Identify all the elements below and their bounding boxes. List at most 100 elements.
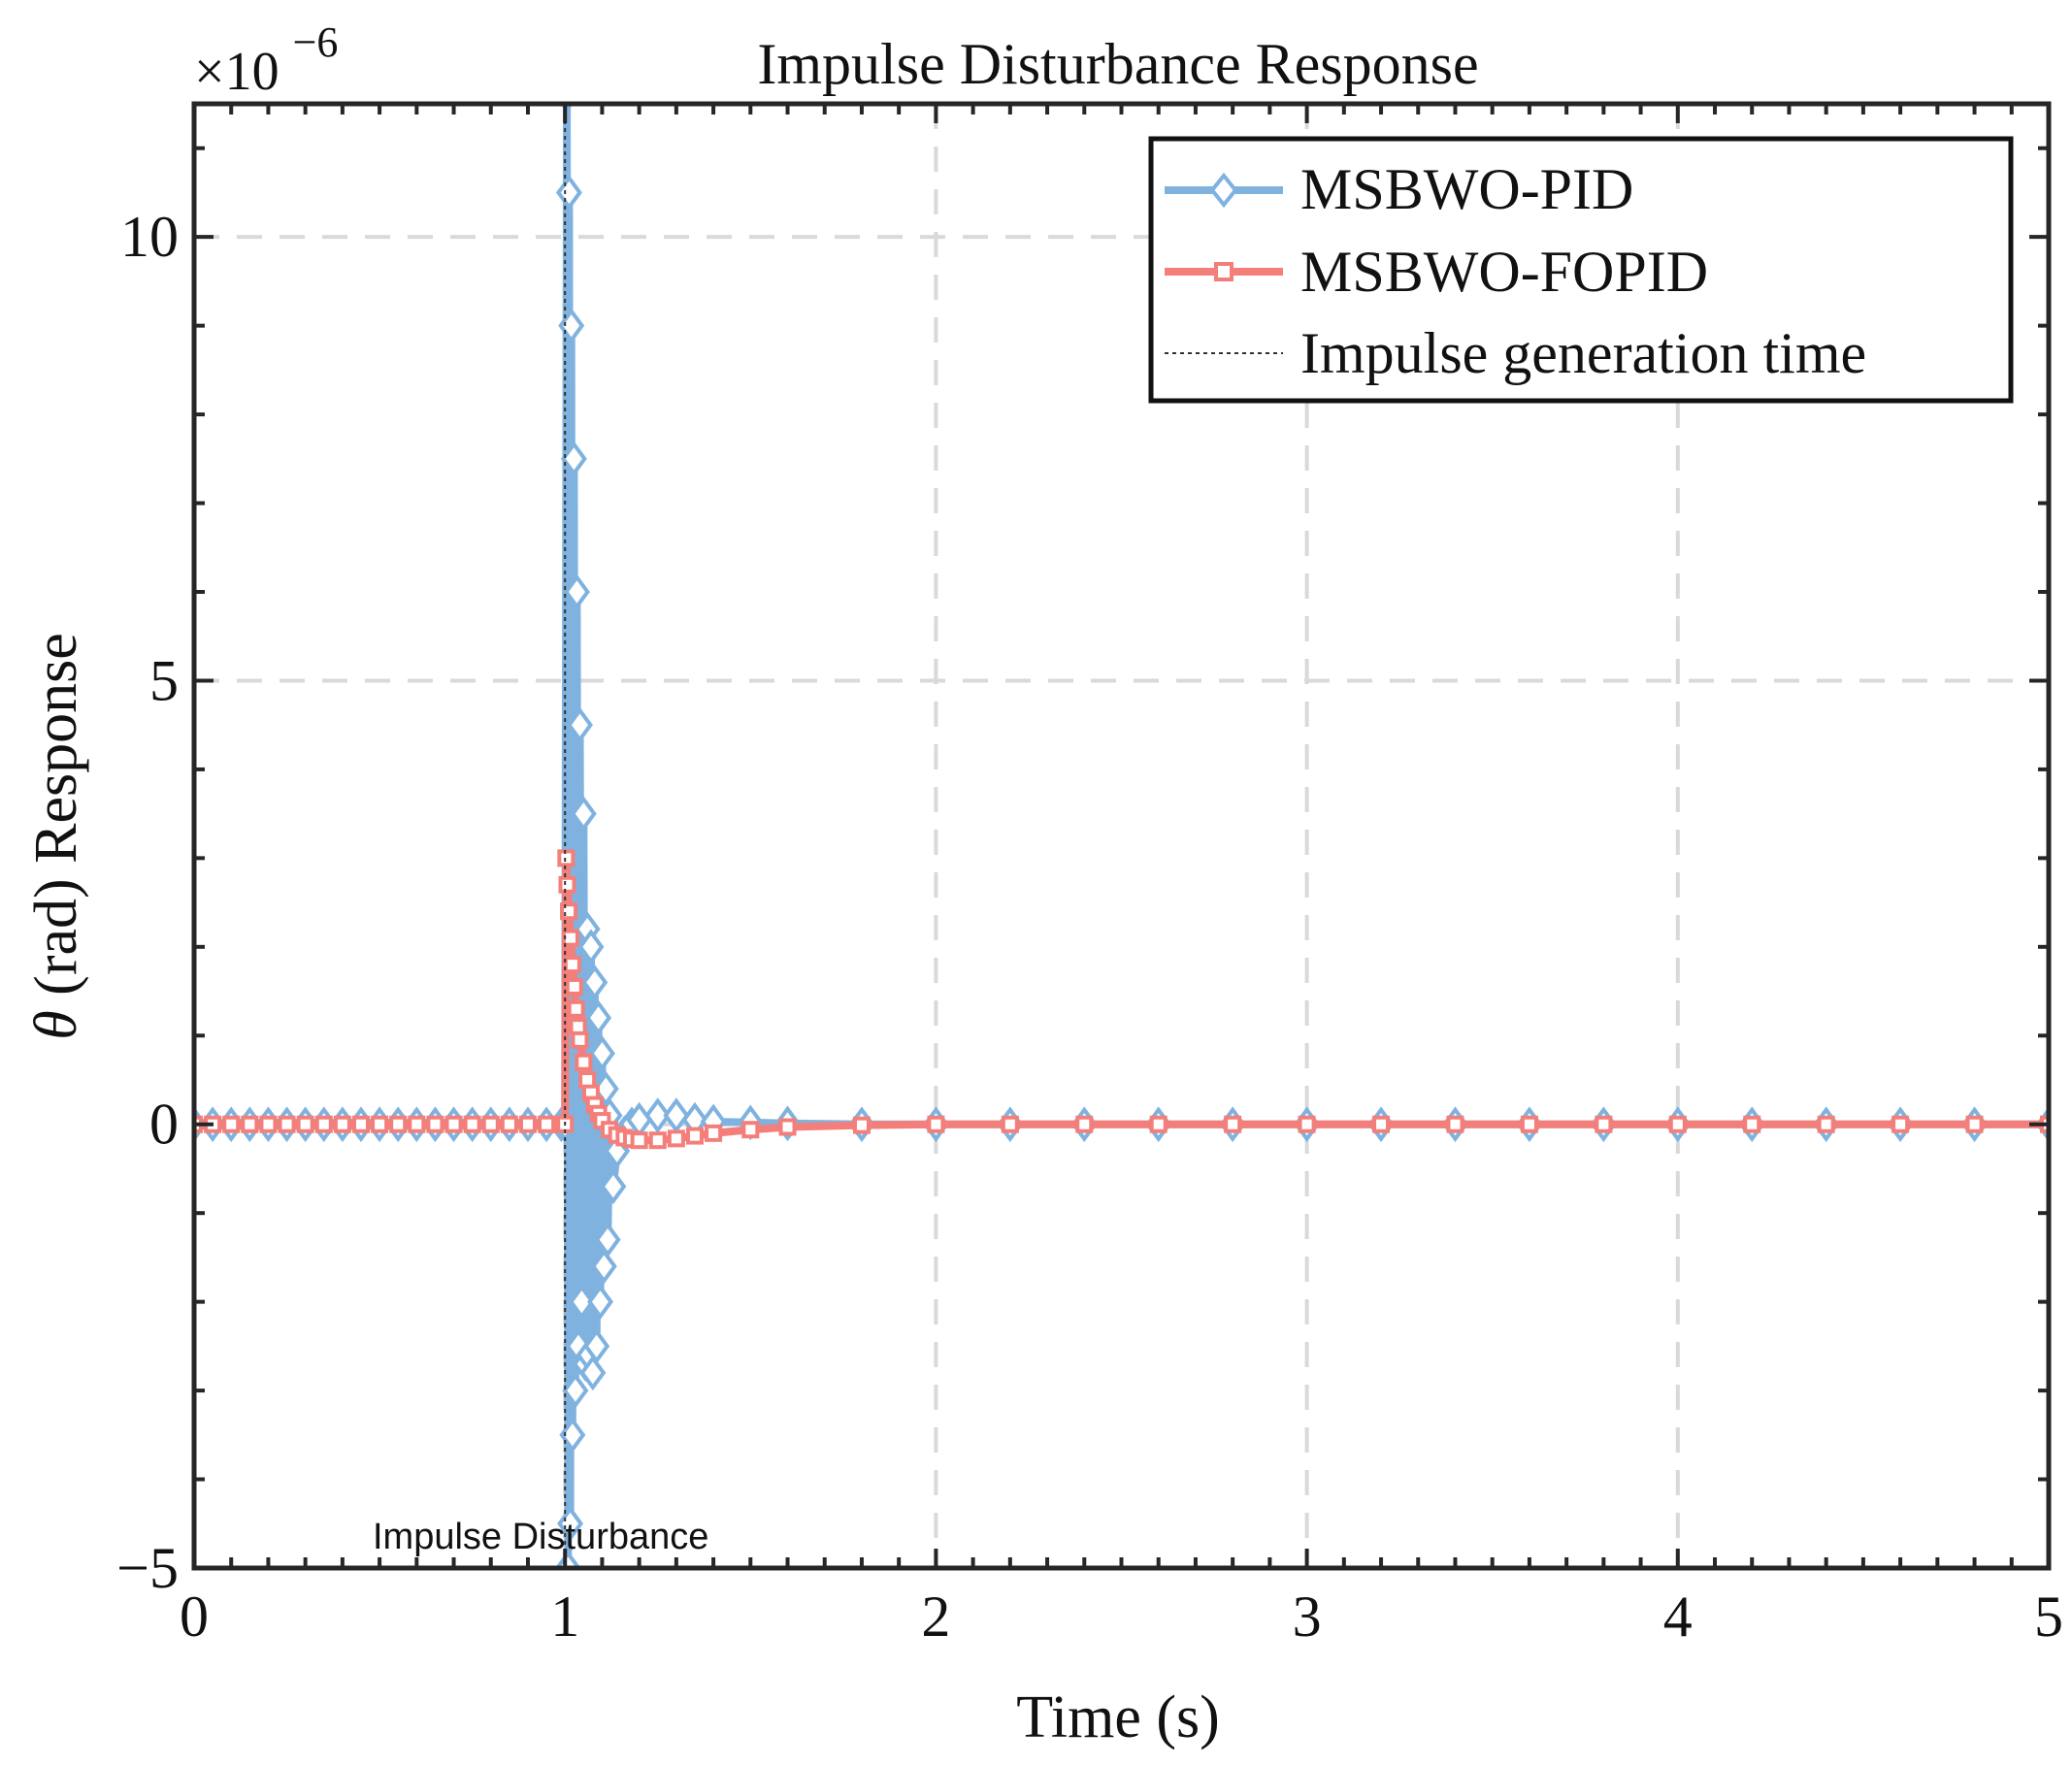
data-point <box>583 1327 610 1364</box>
data-point <box>575 1053 593 1071</box>
data-point <box>581 964 608 1000</box>
data-point <box>587 1284 613 1321</box>
series-layer <box>194 104 2049 1568</box>
y-exponent-label: ×10 −6 <box>194 18 338 102</box>
data-point <box>558 875 576 894</box>
data-point <box>1298 1115 1316 1133</box>
data-point <box>568 1284 595 1321</box>
data-point <box>600 1168 627 1205</box>
data-point <box>563 573 590 610</box>
data-point <box>561 929 579 947</box>
data-point <box>559 1417 586 1454</box>
legend-label-impulse: Impulse generation time <box>1300 321 1866 385</box>
data-point <box>538 1115 556 1133</box>
x-axis-label: Time (s) <box>1016 1684 1220 1750</box>
x-tick-label: 2 <box>921 1585 950 1649</box>
data-point <box>588 1035 615 1071</box>
data-point <box>481 1115 500 1133</box>
x-tick-label: 5 <box>2034 1585 2063 1649</box>
legend-item-pid: MSBWO-PID <box>1165 157 1633 221</box>
y-exponent-power: −6 <box>293 18 339 66</box>
data-point <box>1817 1115 1835 1133</box>
data-point <box>1743 1115 1761 1133</box>
data-point <box>463 1115 481 1133</box>
data-point <box>644 1097 672 1133</box>
legend-item-fopid: MSBWO-FOPID <box>1165 240 1708 304</box>
data-point <box>852 1116 871 1134</box>
data-point <box>444 1115 463 1133</box>
legend-box <box>1148 136 2014 404</box>
data-point <box>590 1248 617 1285</box>
data-point <box>1075 1115 1094 1133</box>
y-tick-label: 5 <box>149 648 179 712</box>
y-exponent-base: ×10 <box>194 42 280 102</box>
x-tick-label: 1 <box>550 1585 579 1649</box>
data-point <box>570 796 597 833</box>
data-point <box>1668 1115 1687 1133</box>
data-point <box>560 902 578 921</box>
data-point <box>371 1115 389 1133</box>
y-axis-label-text: (rad) Response <box>23 633 89 1010</box>
data-point <box>518 1115 537 1133</box>
y-axis-label-symbol: θ <box>23 1010 89 1039</box>
legend-item-impulse: Impulse generation time <box>1165 321 1866 385</box>
data-point <box>241 1115 259 1133</box>
y-tick-label: −5 <box>116 1536 179 1600</box>
y-tick-label: 10 <box>120 205 179 269</box>
data-point <box>1001 1115 1019 1133</box>
data-point <box>594 1222 621 1258</box>
data-point <box>685 1127 704 1145</box>
chart-title: Impulse Disturbance Response <box>757 32 1478 96</box>
data-point <box>741 1121 760 1139</box>
data-point <box>557 1505 584 1542</box>
square-marker-icon <box>1214 262 1233 281</box>
data-point <box>555 175 582 211</box>
y-tick-label: 0 <box>149 1093 179 1157</box>
data-point <box>222 1115 241 1133</box>
data-point <box>562 1372 589 1409</box>
data-point <box>648 1131 667 1150</box>
data-point <box>579 1355 607 1391</box>
data-point <box>314 1115 333 1133</box>
data-point <box>563 956 581 974</box>
data-point <box>351 1115 370 1133</box>
data-point <box>585 999 612 1036</box>
data-point <box>1372 1115 1391 1133</box>
data-point <box>1149 1115 1168 1133</box>
legend-label-pid: MSBWO-PID <box>1300 157 1633 221</box>
data-point <box>408 1115 426 1133</box>
axis-ticks <box>192 104 2051 1570</box>
x-tick-label: 3 <box>1293 1585 1322 1649</box>
diamond-marker-icon <box>1209 172 1238 209</box>
data-point <box>554 1550 581 1568</box>
data-point <box>1891 1115 1910 1133</box>
data-point <box>296 1115 314 1133</box>
data-point <box>630 1131 648 1150</box>
legend-label-fopid: MSBWO-FOPID <box>1300 240 1708 304</box>
data-point <box>333 1115 351 1133</box>
impulse-annotation: Impulse Disturbance <box>373 1517 708 1557</box>
legend: MSBWO-PID MSBWO-FOPID Impulse generation… <box>1148 136 2014 404</box>
data-point <box>500 1115 518 1133</box>
data-point <box>278 1115 296 1133</box>
data-point <box>571 1030 589 1049</box>
data-point <box>1595 1115 1613 1133</box>
data-point <box>565 977 583 996</box>
data-point <box>577 929 605 965</box>
data-point <box>1965 1115 1984 1133</box>
data-point <box>389 1115 408 1133</box>
data-point <box>927 1115 945 1133</box>
data-point <box>426 1115 444 1133</box>
data-point <box>1446 1115 1464 1133</box>
data-point <box>667 1129 685 1148</box>
data-point <box>259 1115 278 1133</box>
data-point <box>557 849 576 867</box>
data-point <box>560 441 587 477</box>
data-point <box>778 1118 797 1136</box>
data-point <box>567 706 593 743</box>
data-point <box>558 308 585 344</box>
data-point <box>1520 1115 1538 1133</box>
x-tick-label: 0 <box>180 1585 209 1649</box>
